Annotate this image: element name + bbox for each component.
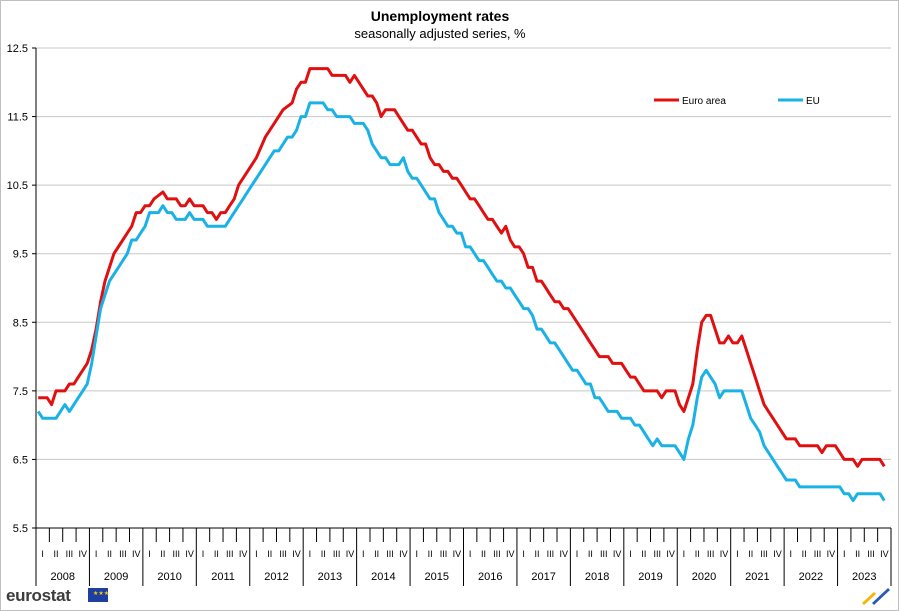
y-tick-label: 10.5 [7, 180, 28, 192]
year-label: 2015 [425, 571, 449, 583]
quarter-label: IV [773, 549, 782, 559]
quarter-label: I [148, 549, 151, 559]
quarter-label: IV [132, 549, 141, 559]
year-label: 2016 [478, 571, 502, 583]
year-label: 2021 [745, 571, 769, 583]
year-label: 2009 [104, 571, 128, 583]
year-label: 2018 [585, 571, 609, 583]
quarter-label: IV [292, 549, 301, 559]
chart-subtitle: seasonally adjusted series, % [354, 26, 526, 41]
y-tick-label: 8.5 [13, 317, 28, 329]
quarter-label: III [119, 549, 127, 559]
quarter-label: I [736, 549, 739, 559]
quarter-label: II [855, 549, 860, 559]
quarter-label: IV [239, 549, 248, 559]
quarter-label: III [66, 549, 74, 559]
year-label: 2012 [264, 571, 288, 583]
series-line-euro-area [38, 67, 886, 468]
quarter-label: III [386, 549, 394, 559]
eurostat-mark-icon [862, 588, 890, 605]
quarter-label: II [54, 549, 59, 559]
quarter-label: I [576, 549, 579, 559]
quarter-label: I [790, 549, 793, 559]
quarter-label: III [440, 549, 448, 559]
quarter-label: III [600, 549, 608, 559]
quarter-label: IV [346, 549, 355, 559]
quarter-label: IV [399, 549, 408, 559]
quarter-label: II [588, 549, 593, 559]
quarter-label: II [107, 549, 112, 559]
quarter-label: II [160, 549, 165, 559]
quarter-label: I [255, 549, 258, 559]
quarter-label: III [653, 549, 661, 559]
quarter-label: IV [185, 549, 194, 559]
quarter-label: III [547, 549, 555, 559]
quarter-label: IV [827, 549, 836, 559]
year-label: 2019 [638, 571, 662, 583]
quarter-label: IV [613, 549, 622, 559]
quarter-label: IV [79, 549, 88, 559]
quarter-label: I [202, 549, 205, 559]
quarter-label: III [333, 549, 341, 559]
year-label: 2008 [50, 571, 74, 583]
year-label: 2010 [157, 571, 181, 583]
quarter-label: I [309, 549, 312, 559]
quarter-label: I [522, 549, 525, 559]
quarter-label: III [867, 549, 875, 559]
quarter-label: IV [720, 549, 729, 559]
quarter-label: II [267, 549, 272, 559]
quarter-label: IV [559, 549, 568, 559]
eu-flag-icon: ★★★ [88, 588, 109, 602]
quarter-label: I [362, 549, 365, 559]
quarter-label: III [173, 549, 181, 559]
quarter-label: IV [453, 549, 462, 559]
quarter-label: I [41, 549, 44, 559]
series-line-eu [36, 101, 886, 503]
quarter-label: III [814, 549, 822, 559]
year-label: 2014 [371, 571, 395, 583]
y-tick-label: 11.5 [7, 112, 28, 124]
eurostat-logo: eurostat [6, 586, 71, 605]
quarter-label: II [641, 549, 646, 559]
quarter-label: II [802, 549, 807, 559]
year-label: 2023 [852, 571, 876, 583]
quarter-label: III [760, 549, 768, 559]
chart-title: Unemployment rates [371, 8, 510, 24]
quarter-label: IV [666, 549, 675, 559]
y-tick-label: 12.5 [7, 43, 28, 55]
quarter-label: III [493, 549, 501, 559]
y-tick-label: 6.5 [13, 454, 28, 466]
year-label: 2011 [211, 571, 235, 583]
quarter-label: I [415, 549, 418, 559]
legend-label: EU [806, 96, 820, 107]
quarter-label: I [469, 549, 472, 559]
quarter-label: II [695, 549, 700, 559]
quarter-label: IV [880, 549, 889, 559]
year-label: 2020 [692, 571, 716, 583]
quarter-label: II [428, 549, 433, 559]
quarter-label: I [629, 549, 632, 559]
year-label: 2022 [799, 571, 823, 583]
y-tick-label: 9.5 [13, 249, 28, 261]
y-tick-label: 5.5 [13, 523, 28, 535]
quarter-label: II [214, 549, 219, 559]
quarter-label: I [843, 549, 846, 559]
quarter-label: III [707, 549, 715, 559]
quarter-label: II [321, 549, 326, 559]
quarter-label: I [95, 549, 98, 559]
quarter-label: III [226, 549, 234, 559]
quarter-label: IV [506, 549, 515, 559]
legend-label: Euro area [682, 96, 726, 107]
quarter-label: I [683, 549, 686, 559]
quarter-label: II [748, 549, 753, 559]
quarter-label: II [534, 549, 539, 559]
quarter-label: II [374, 549, 379, 559]
quarter-label: II [481, 549, 486, 559]
quarter-label: III [279, 549, 287, 559]
year-label: 2013 [318, 571, 342, 583]
year-label: 2017 [531, 571, 555, 583]
y-tick-label: 7.5 [13, 386, 28, 398]
